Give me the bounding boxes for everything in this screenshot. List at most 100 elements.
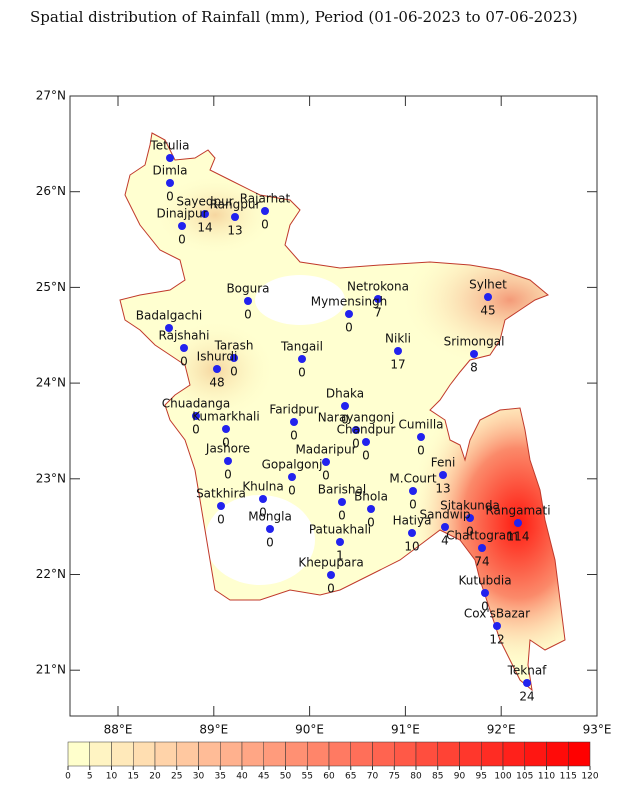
colorbar-cell xyxy=(307,741,330,767)
station xyxy=(374,295,382,303)
station-name: Netrokona xyxy=(347,280,409,294)
station xyxy=(298,355,306,363)
station-value: 0 xyxy=(298,366,306,380)
colorbar-label: 0 xyxy=(65,772,71,782)
station-value: 0 xyxy=(288,484,296,498)
station xyxy=(217,502,225,510)
station-name: Mongla xyxy=(248,510,292,524)
station xyxy=(166,179,174,187)
station-name: Satkhira xyxy=(196,487,246,501)
station-name: Rangamati xyxy=(485,504,550,518)
station-name: Dinajpur xyxy=(156,207,207,221)
colorbar-cell xyxy=(111,741,134,767)
colorbar-label: 50 xyxy=(280,772,292,782)
colorbar-label: 20 xyxy=(149,772,161,782)
station xyxy=(222,425,230,433)
y-tick-label: 27°N xyxy=(36,89,66,103)
station-value: 0 xyxy=(327,582,335,596)
colorbar-label: 115 xyxy=(560,772,577,782)
station xyxy=(201,210,209,218)
station xyxy=(327,571,335,579)
colorbar-cell xyxy=(568,741,591,767)
station-value: 12 xyxy=(489,633,504,647)
colorbar-cell xyxy=(133,741,156,767)
station-value: 48 xyxy=(209,376,224,390)
x-tick-label: 89°E xyxy=(199,723,228,737)
station xyxy=(409,487,417,495)
station-name: Khepupara xyxy=(298,556,363,570)
station-name: Sayedpur xyxy=(176,195,233,209)
station xyxy=(341,402,349,410)
y-tick-label: 22°N xyxy=(36,567,66,581)
station-name: Chattogram xyxy=(446,529,518,543)
station-value: 45 xyxy=(480,304,495,318)
colorbar-cell xyxy=(546,741,569,767)
station-value: 0 xyxy=(466,525,474,539)
station-name: Cox'sBazar xyxy=(464,607,530,621)
y-tick-label: 25°N xyxy=(36,280,66,294)
station-value: 0 xyxy=(261,218,269,232)
station xyxy=(478,544,486,552)
station-name: Tetulia xyxy=(149,139,189,153)
station-name: Tarash xyxy=(214,339,254,353)
station-value: 13 xyxy=(227,224,242,238)
colorbar-label: 120 xyxy=(581,772,598,782)
station-value: 0 xyxy=(180,355,188,369)
colorbar-label: 40 xyxy=(236,772,248,782)
station-name: Rajshahi xyxy=(159,329,210,343)
station-value: 0 xyxy=(224,468,232,482)
station-name: Chuadanga xyxy=(162,397,231,411)
station xyxy=(484,293,492,301)
station-value: 0 xyxy=(409,498,417,512)
station-value: 0 xyxy=(417,444,425,458)
colorbar-cell xyxy=(524,741,547,767)
station-name: Patuakhali xyxy=(309,523,371,537)
colorbar-cell xyxy=(394,741,417,767)
colorbar-label: 70 xyxy=(367,772,379,782)
station xyxy=(417,433,425,441)
colorbar-label: 95 xyxy=(476,772,487,782)
station-name: Kutubdia xyxy=(458,574,511,588)
station-value: 0 xyxy=(367,516,375,530)
station-value: 0 xyxy=(222,436,230,450)
station-name: Srimongal xyxy=(444,335,505,349)
station xyxy=(261,207,269,215)
colorbar-cell xyxy=(372,741,395,767)
colorbar-cell xyxy=(328,741,351,767)
station-value: 0 xyxy=(352,437,360,451)
colorbar-cell xyxy=(67,741,90,767)
station xyxy=(367,505,375,513)
colorbar-label: 100 xyxy=(494,772,511,782)
colorbar-cell xyxy=(198,741,221,767)
station-name: Kumarkhali xyxy=(192,410,259,424)
station-value: 7 xyxy=(374,306,382,320)
station-name: Dhaka xyxy=(326,387,364,401)
station xyxy=(338,498,346,506)
station-value: 13 xyxy=(435,482,450,496)
station xyxy=(481,589,489,597)
station-name: Sitakunda xyxy=(440,499,500,513)
station-value: 0 xyxy=(322,469,330,483)
station xyxy=(523,679,531,687)
x-tick-label: 90°E xyxy=(295,723,324,737)
title: Spatial distribution of Rainfall (mm), P… xyxy=(30,8,578,26)
station-name: Hatiya xyxy=(393,514,432,528)
station-value: 114 xyxy=(507,530,530,544)
station xyxy=(352,426,360,434)
colorbar-label: 35 xyxy=(215,772,226,782)
station xyxy=(362,438,370,446)
colorbar-label: 105 xyxy=(516,772,533,782)
station-value: 0 xyxy=(345,321,353,335)
station-value: 0 xyxy=(338,509,346,523)
station xyxy=(165,324,173,332)
station xyxy=(166,154,174,162)
station xyxy=(231,213,239,221)
colorbar-cell xyxy=(415,741,438,767)
colorbar-cell xyxy=(220,741,243,767)
station xyxy=(192,412,200,420)
colorbar-cell xyxy=(481,741,504,767)
colorbar-cell xyxy=(241,741,264,767)
station-name: Ishurdi xyxy=(197,350,238,364)
colorbar-cell xyxy=(89,741,112,767)
